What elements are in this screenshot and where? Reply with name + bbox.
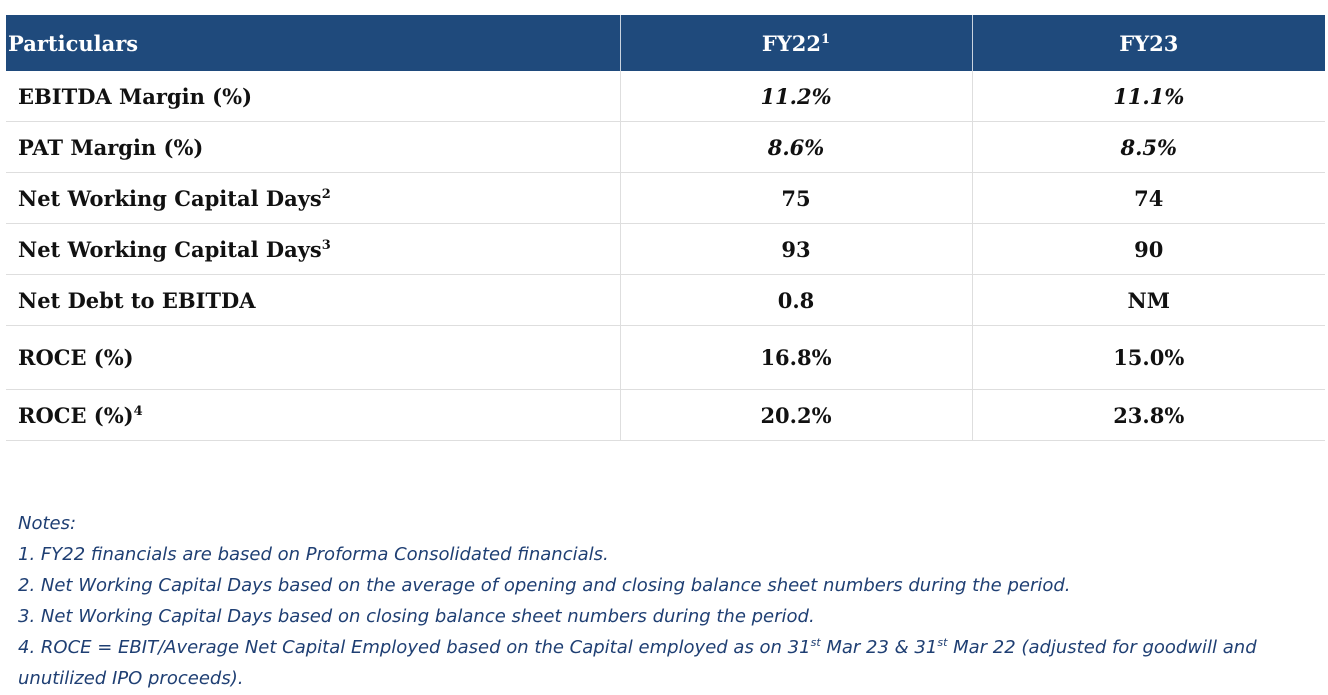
header-fy22: FY221	[620, 15, 973, 71]
cell-fy22: 75	[620, 172, 973, 224]
cell-fy23: 8.5%	[972, 121, 1325, 173]
note-2: 2. Net Working Capital Days based on the…	[18, 575, 1071, 596]
cell-fy23: 90	[972, 223, 1325, 275]
header-particulars: Particulars	[6, 15, 621, 71]
table-row: Net Working Capital Days2 75 74	[6, 172, 1325, 224]
cell-fy22: 0.8	[620, 274, 973, 326]
cell-fy22: 16.8%	[620, 325, 973, 390]
notes-heading: Notes:	[18, 513, 77, 534]
note-4: 4. ROCE = EBIT/Average Net Capital Emplo…	[18, 636, 1257, 689]
financial-ratios-table: Particulars FY221 FY23 EBITDA Margin (%)…	[6, 15, 1325, 441]
table-row: Net Working Capital Days3 93 90	[6, 223, 1325, 275]
cell-fy22: 8.6%	[620, 121, 973, 173]
header-fy23: FY23	[972, 15, 1325, 71]
header-fy22-footnote: 1	[821, 31, 831, 47]
row-label: Net Working Capital Days3	[6, 223, 621, 275]
note-3: 3. Net Working Capital Days based on clo…	[18, 606, 815, 627]
table-row: Net Debt to EBITDA 0.8 NM	[6, 274, 1325, 326]
cell-fy23: 15.0%	[972, 325, 1325, 390]
row-label: Net Debt to EBITDA	[6, 274, 621, 326]
table-row: EBITDA Margin (%) 11.2% 11.1%	[6, 71, 1325, 122]
cell-fy23: 11.1%	[972, 71, 1325, 122]
cell-fy23: NM	[972, 274, 1325, 326]
row-label: Net Working Capital Days2	[6, 172, 621, 224]
row-footnote: 2	[321, 186, 331, 202]
row-footnote: 4	[133, 403, 143, 419]
row-label: PAT Margin (%)	[6, 121, 621, 173]
table-row: ROCE (%)4 20.2% 23.8%	[6, 389, 1325, 441]
table-header-row: Particulars FY221 FY23	[6, 15, 1325, 71]
row-footnote: 3	[321, 237, 331, 253]
cell-fy23: 23.8%	[972, 389, 1325, 441]
note-1: 1. FY22 financials are based on Proforma…	[18, 544, 609, 565]
cell-fy23: 74	[972, 172, 1325, 224]
cell-fy22: 20.2%	[620, 389, 973, 441]
cell-fy22: 11.2%	[620, 71, 973, 122]
row-label: ROCE (%)4	[6, 389, 621, 441]
table-row: PAT Margin (%) 8.6% 8.5%	[6, 121, 1325, 173]
row-label: ROCE (%)	[6, 325, 621, 390]
table-row: ROCE (%) 16.8% 15.0%	[6, 325, 1325, 390]
notes-section: Notes: 1. FY22 financials are based on P…	[18, 508, 1318, 694]
cell-fy22: 93	[620, 223, 973, 275]
row-label: EBITDA Margin (%)	[6, 71, 621, 122]
